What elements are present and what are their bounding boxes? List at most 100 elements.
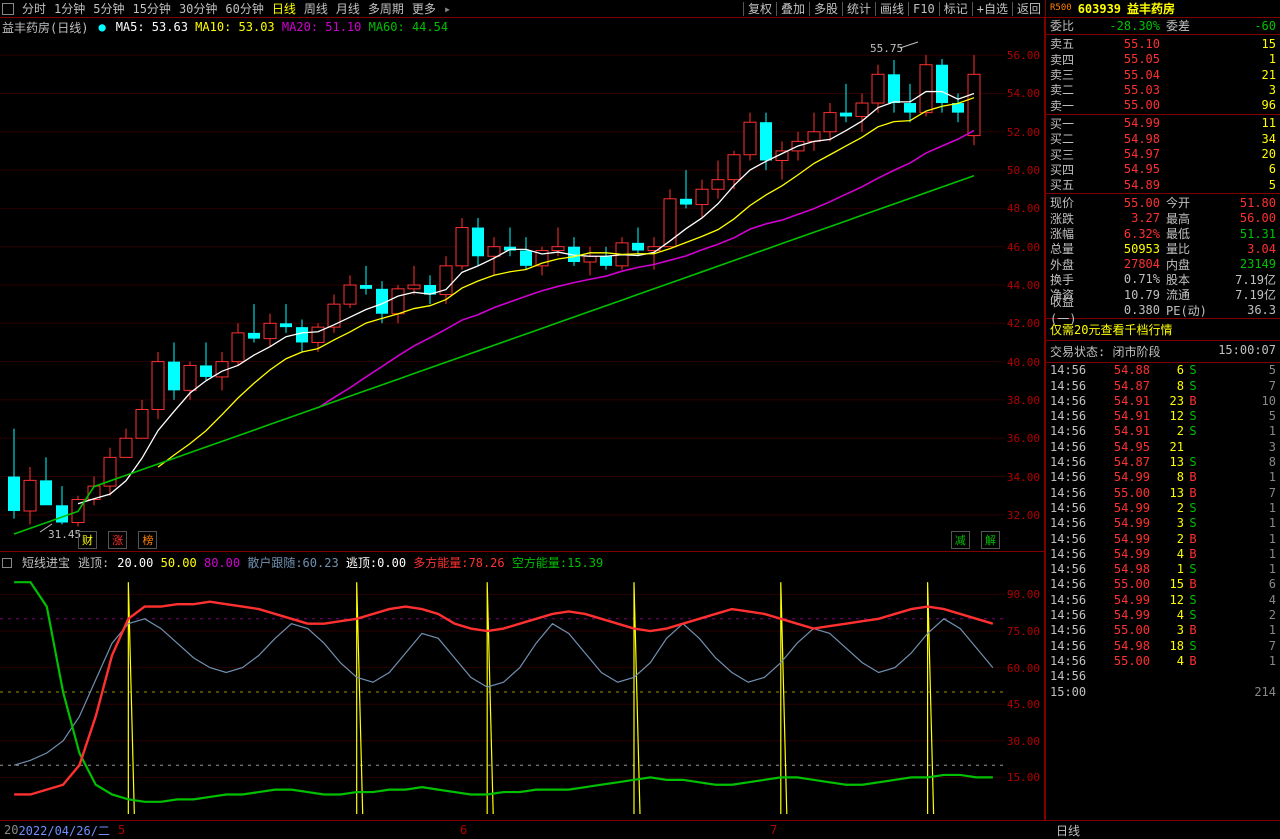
cursor-date: 2022/04/26/二 (18, 822, 109, 839)
tick-row: 14:5654.8713S8 (1046, 454, 1280, 469)
y-tick-label: 50.00 (1006, 164, 1040, 177)
timeframe-tab[interactable]: 5分钟 (89, 2, 128, 16)
indicator-icon[interactable] (2, 558, 12, 568)
toolbar-action[interactable]: F10 (908, 2, 939, 16)
y-tick-label: 44.00 (1006, 279, 1040, 292)
y-tick-label: 38.00 (1006, 394, 1040, 407)
timeframe-tab[interactable]: 30分钟 (175, 2, 221, 16)
tick-row: 14:5654.9112S5 (1046, 409, 1280, 424)
y-tick-label: 34.00 (1006, 471, 1040, 484)
timeframe-tab[interactable]: 更多 (408, 2, 440, 16)
y-tick-label: 30.00 (1006, 735, 1040, 748)
timeframe-tab[interactable]: 月线 (332, 2, 364, 16)
tick-row: 14:5654.992B1 (1046, 531, 1280, 546)
y-tick-label: 54.00 (1006, 87, 1040, 100)
y-tick-label: 48.00 (1006, 202, 1040, 215)
indicator-item: 50.00 (161, 556, 197, 570)
indicator-title: 短线进宝 (22, 554, 70, 571)
toolbar-action[interactable]: 复权 (743, 2, 776, 16)
badge-jian[interactable]: 减 (951, 531, 970, 549)
high-annotation: 55.75 (870, 42, 903, 55)
indicator-label: 逃顶: (78, 554, 109, 571)
tick-row: 14:5654.9912S4 (1046, 592, 1280, 607)
badge-cai[interactable]: 财 (78, 531, 97, 549)
date-tick: 6 (460, 823, 467, 837)
stock-header: R500 603939 益丰药房 (1046, 0, 1280, 18)
date-axis: 202022/04/26/二 5 6 7 日线 (0, 820, 1280, 839)
stock-code: 603939 (1078, 2, 1121, 16)
orderbook-row: 买二54.9834 (1046, 131, 1280, 146)
timeframe-tab[interactable]: 分时 (18, 2, 50, 16)
more-chevron[interactable]: ▸ (440, 2, 451, 16)
tick-row: 14:5655.0013B7 (1046, 485, 1280, 500)
tick-row: 14:5654.886S5 (1046, 363, 1280, 378)
weibi-row: 委比 -28.30% 委差 -60 (1046, 18, 1280, 33)
y-tick-label: 46.00 (1006, 241, 1040, 254)
y-tick-label: 56.00 (1006, 49, 1040, 62)
date-tick: 7 (770, 823, 777, 837)
timeframe-tab[interactable]: 15分钟 (128, 2, 174, 16)
y-tick-label: 75.00 (1006, 625, 1040, 638)
trade-status: 交易状态: 闭市阶段 15:00:07 (1046, 341, 1280, 363)
timeframe-label: 日线 (1056, 822, 1080, 839)
timeframe-tab[interactable]: 周线 (300, 2, 332, 16)
orderbook-row: 买五54.895 (1046, 177, 1280, 192)
stat-row: 外盘27804内盘23149 (1046, 256, 1280, 271)
orderbook-row: 买三54.9720 (1046, 146, 1280, 161)
toolbar-action[interactable]: 叠加 (776, 2, 809, 16)
badge-zhang[interactable]: 涨 (108, 531, 127, 549)
y-tick-label: 15.00 (1006, 771, 1040, 784)
tick-row: 14:5655.0015B6 (1046, 577, 1280, 592)
indicator-item: 80.00 (204, 556, 240, 570)
badge-row-left: 财 涨 榜 (74, 531, 157, 549)
tick-row: 14:5654.992S1 (1046, 500, 1280, 515)
y-tick-label: 90.00 (1006, 588, 1040, 601)
stat-row: 收益(一)0.380PE(动)36.3 (1046, 302, 1280, 317)
y-tick-label: 60.00 (1006, 662, 1040, 675)
timeframe-tab[interactable]: 1分钟 (50, 2, 89, 16)
badge-row-right: 减 解 (947, 531, 1000, 549)
indicator-item: 多方能量:78.26 (413, 556, 504, 570)
y-tick-label: 42.00 (1006, 317, 1040, 330)
stock-name: 益丰药房 (1127, 0, 1175, 17)
tick-row: 14:5654.994B1 (1046, 546, 1280, 561)
quote-sidebar: R500 603939 益丰药房 委比 -28.30% 委差 -60 卖五55.… (1045, 0, 1280, 820)
orderbook-row: 卖三55.0421 (1046, 67, 1280, 82)
orderbook-row: 买四54.956 (1046, 162, 1280, 177)
y-tick-label: 52.00 (1006, 126, 1040, 139)
y-tick-label: 32.00 (1006, 509, 1040, 522)
orderbook-row: 卖一55.0096 (1046, 97, 1280, 112)
toolbar-icon[interactable] (2, 3, 14, 15)
date-tick: 5 (118, 823, 125, 837)
tick-row: 14:5654.998B1 (1046, 470, 1280, 485)
toolbar-action[interactable]: 返回 (1012, 2, 1045, 16)
tick-row: 14:5654.912S1 (1046, 424, 1280, 439)
toolbar-action[interactable]: 画线 (875, 2, 908, 16)
toolbar-action[interactable]: 统计 (842, 2, 875, 16)
badge-bang[interactable]: 榜 (138, 531, 157, 549)
orderbook-row: 卖五55.1015 (1046, 36, 1280, 51)
tick-row: 14:5654.981S1 (1046, 562, 1280, 577)
timeframe-tab[interactable]: 多周期 (364, 2, 408, 16)
promo-banner[interactable]: 仅需20元查看千档行情 (1046, 318, 1280, 341)
tick-row: 14:5654.993S1 (1046, 516, 1280, 531)
indicator-item: 散户跟随:60.23 (247, 556, 338, 570)
toolbar-action[interactable]: 多股 (809, 2, 842, 16)
y-tick-label: 36.00 (1006, 432, 1040, 445)
timeframe-tab[interactable]: 60分钟 (221, 2, 267, 16)
main-chart[interactable]: 55.75 31.45 32.0034.0036.0038.0040.0042.… (0, 18, 1045, 552)
tick-row: 14:5654.878S7 (1046, 378, 1280, 393)
badge-jie[interactable]: 解 (981, 531, 1000, 549)
timeframe-toolbar: 分时1分钟5分钟15分钟30分钟60分钟日线周线月线多周期更多 ▸ 复权叠加多股… (0, 0, 1045, 18)
orderbook-row: 买一54.9911 (1046, 116, 1280, 131)
timeframe-tab[interactable]: 日线 (268, 2, 300, 16)
stat-row: 换手0.71%股本7.19亿 (1046, 272, 1280, 287)
indicator-chart[interactable]: 短线进宝 逃顶: 20.00 50.00 80.00 散户跟随:60.23 逃顶… (0, 552, 1045, 820)
tick-row: 14:56 (1046, 669, 1280, 684)
indicator-item: 空方能量:15.39 (512, 556, 603, 570)
tick-row: 14:5654.994S2 (1046, 607, 1280, 622)
stat-row: 涨跌3.27最高56.00 (1046, 211, 1280, 226)
stat-row: 现价55.00今开51.80 (1046, 195, 1280, 210)
toolbar-action[interactable]: +自选 (972, 2, 1012, 16)
toolbar-action[interactable]: 标记 (939, 2, 972, 16)
